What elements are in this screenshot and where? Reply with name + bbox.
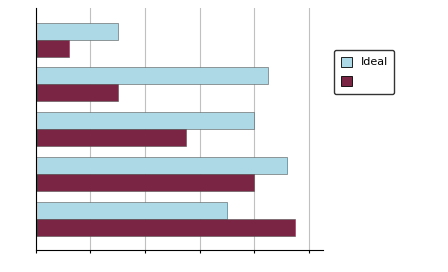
Bar [36, 67, 268, 84]
Bar [36, 157, 287, 174]
Bar [36, 219, 295, 236]
Bar [36, 202, 227, 219]
Bar [36, 39, 69, 57]
Legend: Ideal, : Ideal, [334, 50, 394, 94]
Bar [36, 23, 118, 39]
Bar [36, 129, 186, 146]
Bar [36, 174, 254, 191]
Bar [36, 84, 118, 101]
Bar [36, 112, 254, 129]
